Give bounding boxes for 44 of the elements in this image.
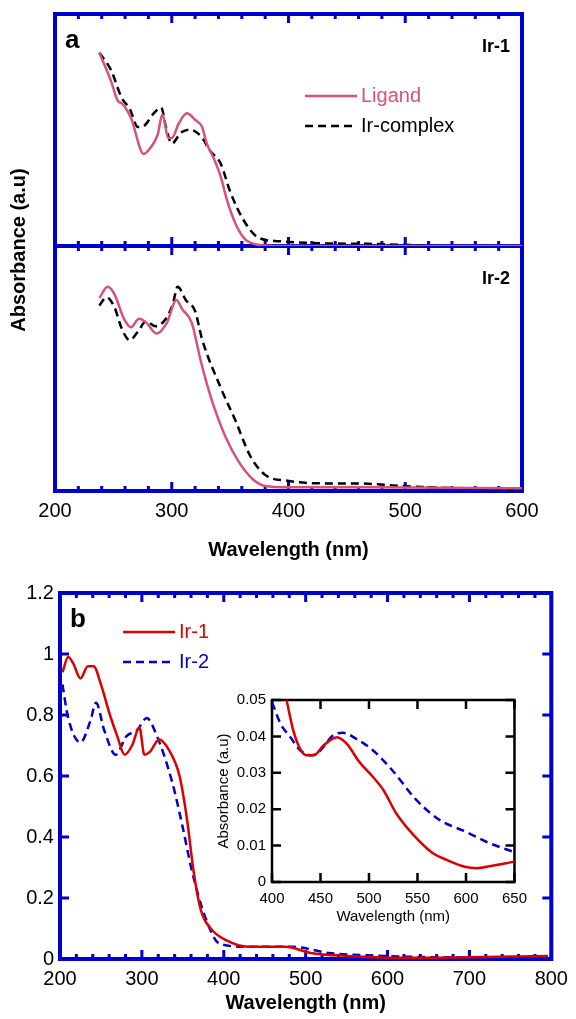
chart-title: b [70, 603, 86, 633]
y-tick-label: 0.8 [26, 702, 54, 725]
x-tick-label: 500 [388, 498, 422, 521]
y-tick-label: 0.03 [236, 762, 266, 780]
x-tick-label: 300 [125, 966, 159, 989]
x-tick-label: 600 [453, 889, 479, 907]
y-tick-label: 0 [257, 872, 266, 890]
x-tick-label: 600 [370, 966, 405, 989]
x-tick-label: 300 [155, 498, 189, 521]
y-tick-label: 0.05 [236, 690, 266, 708]
legend-label: Ir-1 [179, 619, 209, 642]
x-tick-label: 400 [207, 966, 241, 989]
x-tick-label: 400 [259, 889, 285, 907]
x-tick-label: 700 [452, 966, 487, 989]
y-axis-title: Absorbance (a.u) [214, 733, 232, 849]
x-axis-title: Wavelength (nm) [225, 990, 386, 1013]
x-tick-label: 650 [501, 889, 527, 907]
annotation: Ir-2 [481, 268, 510, 288]
x-tick-label: 200 [38, 498, 72, 521]
y-tick-label: 0.4 [26, 824, 54, 847]
legend-label: Ir-2 [179, 649, 209, 672]
x-tick-label: 550 [404, 889, 431, 907]
chart-title: a [65, 24, 80, 54]
annotation: Ir-1 [481, 36, 510, 56]
x-tick-label: 500 [288, 966, 323, 989]
y-tick-label: 0.02 [236, 799, 266, 817]
y-tick-label: 0.01 [236, 835, 266, 853]
y-tick-label: 1.2 [26, 580, 54, 603]
y-tick-label: 1 [42, 641, 54, 664]
x-tick-label: 500 [356, 889, 382, 907]
y-axis-title: Absorbance (a.u) [6, 168, 30, 332]
legend-label: Ir-complex [361, 113, 455, 136]
x-tick-label: 450 [307, 889, 334, 907]
legend-label: Ligand [361, 83, 422, 106]
y-tick-label: 0.04 [236, 726, 266, 744]
y-tick-label: 0.6 [26, 763, 54, 786]
x-tick-label: 400 [271, 498, 306, 521]
x-tick-label: 200 [43, 966, 77, 989]
x-axis-title: Wavelength (nm) [208, 537, 369, 560]
x-tick-label: 800 [534, 966, 568, 989]
x-tick-label: 600 [505, 498, 539, 521]
x-axis-title: Wavelength (nm) [336, 907, 451, 925]
y-tick-label: 0.2 [26, 885, 54, 908]
y-tick-label: 0 [42, 946, 54, 969]
